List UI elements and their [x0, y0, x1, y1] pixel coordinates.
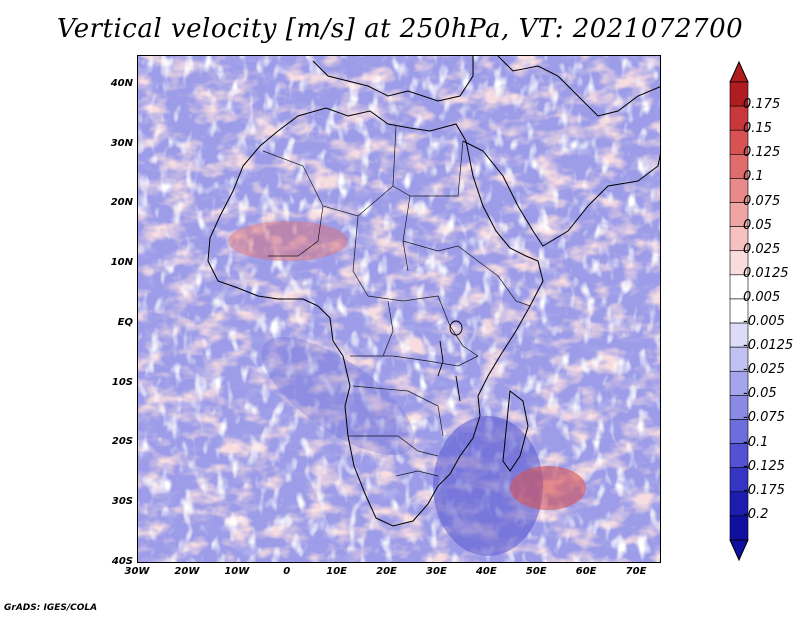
lon-tick-label: 10E	[326, 566, 347, 577]
asia-coastline	[497, 56, 660, 117]
subsidence-region	[433, 416, 543, 556]
border-line	[395, 470, 439, 477]
colorbar-label: 0.1	[743, 169, 764, 185]
border-line	[268, 205, 324, 257]
lon-tick-label: 10W	[224, 566, 250, 577]
border-line	[410, 140, 464, 197]
lat-tick-label: 40N	[110, 77, 133, 89]
lat-tick-label: 10N	[110, 257, 133, 269]
lon-tick-label: 40E	[475, 566, 497, 577]
subsidence-band	[261, 336, 415, 456]
colorbar-label: -0.075	[743, 410, 785, 426]
ascent-region-sahel	[228, 221, 348, 261]
colorbar-label: -0.175	[743, 482, 785, 498]
colorbar-label: 0.025	[743, 241, 781, 257]
border-line	[437, 295, 479, 357]
map-panel	[137, 55, 661, 563]
colorbar-label: 0.005	[743, 289, 781, 305]
arabia-coastline	[462, 140, 660, 247]
lat-tick-label: EQ	[117, 316, 133, 328]
lon-tick-label: 60E	[575, 566, 597, 577]
lat-tick-label: 40S	[111, 556, 133, 567]
colorbar-label: 0.05	[743, 217, 772, 233]
colorbar-top-arrow	[729, 60, 749, 83]
border-line	[392, 125, 397, 187]
colorbar-label: -0.125	[743, 458, 785, 474]
coastlines	[207, 56, 660, 527]
colorbar-label: -0.1	[743, 434, 769, 450]
lake-tanganyika	[437, 340, 444, 377]
vertical-velocity-field	[138, 56, 660, 562]
africa-coastline	[207, 107, 544, 527]
lon-tick-label: 30W	[124, 566, 150, 577]
lon-tick-label: 20W	[174, 566, 200, 577]
colorbar-label: -0.2	[743, 506, 769, 522]
chart-title: Vertical velocity [m/s] at 250hPa, VT: 2…	[56, 14, 744, 44]
colorbar-label: -0.05	[743, 386, 777, 402]
lon-tick-label: 50E	[525, 566, 547, 577]
colorbar	[729, 60, 749, 562]
lat-tick-label: 20S	[111, 436, 133, 448]
border-line	[497, 275, 531, 307]
colorbar-bottom-arrow	[729, 539, 749, 562]
ascent-region-madagascar	[510, 466, 586, 510]
mediterranean-coastline	[312, 56, 474, 102]
lon-tick-label: 20E	[376, 566, 397, 577]
madagascar-coastline	[502, 390, 529, 472]
colorbar-label: 0.125	[743, 145, 781, 161]
colorbar-label: 0.0125	[743, 265, 789, 281]
border-line	[382, 300, 394, 357]
colorbar-label: -0.005	[743, 314, 785, 330]
lake-victoria	[449, 320, 463, 336]
border-line	[352, 215, 439, 302]
lat-tick-label: 30N	[110, 137, 133, 149]
lat-tick-label: 30S	[111, 496, 133, 508]
colorbar-label: 0.175	[743, 97, 781, 113]
lon-tick-label: 30E	[426, 566, 447, 577]
lakes	[437, 320, 463, 402]
lat-tick-label: 20N	[110, 197, 133, 209]
colorbar-label: 0.075	[743, 193, 781, 209]
colorbar-label: -0.0125	[743, 338, 794, 354]
grads-credit: GrADS: IGES/COLA	[4, 603, 98, 613]
border-line	[402, 240, 499, 277]
lon-tick-label: 70E	[625, 566, 647, 577]
border-line	[348, 435, 439, 457]
colorbar-label: 0.15	[743, 121, 772, 137]
lon-tick-label: 0	[283, 566, 291, 577]
border-line	[262, 150, 411, 272]
country-borders	[262, 125, 531, 477]
lat-tick-label: 10S	[111, 376, 133, 388]
border-line	[350, 355, 479, 367]
colorbar-label: -0.025	[743, 362, 785, 378]
lake-malawi	[455, 375, 461, 402]
border-line	[352, 385, 444, 437]
